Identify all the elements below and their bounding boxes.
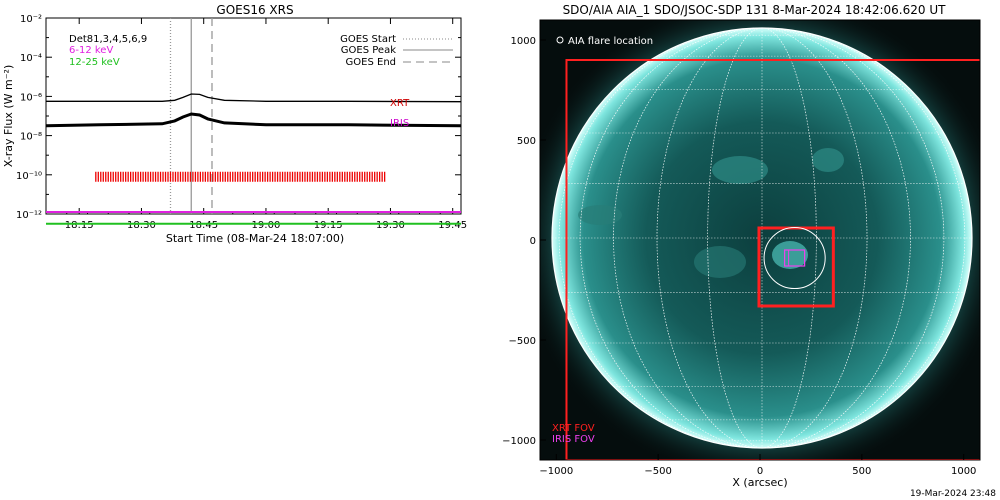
aia-title: SDO/AIA AIA_1 SDO/JSOC-SDP 131 8-Mar-202…: [563, 3, 947, 17]
goes-x-tick-label: 19:45: [438, 220, 467, 231]
xrt-target-box: [757, 226, 835, 308]
goes-y-ticks: 10⁻¹² 10⁻¹⁰ 10⁻⁸ 10⁻⁶ 10⁻⁴ 10⁻²: [16, 14, 461, 221]
aia-x-tick-label: 0: [757, 466, 763, 477]
fov-boxes: [565, 59, 980, 460]
aia-x-tick-label: −1000: [539, 466, 573, 477]
longitude-line: [613, 27, 911, 449]
active-region-1: [712, 156, 768, 184]
goes-series: [45, 93, 462, 225]
active-region-5: [772, 241, 808, 269]
aia-panel: SDO/AIA AIA_1 SDO/JSOC-SDP 131 8-Mar-202…: [502, 3, 996, 499]
flare-location-legend-icon: [556, 36, 564, 44]
active-region-3: [578, 205, 622, 225]
goes-panel: GOES16 XRS 10⁻¹² 10⁻¹⁰ 10⁻⁸ 10⁻⁶ 10⁻⁴ 10⁻² 18…: [2, 3, 467, 245]
xrt-label: XRT: [390, 98, 410, 109]
aia-y-ticks: 1000 500 0 −500 −1000: [502, 36, 546, 447]
solar-limb: [551, 27, 973, 449]
detector-flags: Det81,3,4,5,6,9: [69, 34, 147, 45]
xrt-observation-ticks: [95, 171, 386, 182]
iris-fov-label: IRIS FOV: [552, 434, 595, 445]
goes-y-tick-label: 10⁻²: [20, 14, 42, 25]
goes-y-tick-label: 10⁻⁶: [20, 92, 42, 103]
series-flux-3: [45, 112, 462, 128]
iris-fov-box: [784, 249, 806, 267]
xrt-fov-label: XRT FOV: [552, 423, 595, 434]
goes-x-tick-label: 18:15: [65, 220, 94, 231]
legend-goes-start: GOES Start: [340, 34, 396, 45]
legend-goes-peak: GOES Peak: [341, 45, 396, 56]
aia-y-tick-label: 1000: [511, 36, 536, 47]
aia-x-tick-label: −500: [644, 466, 671, 477]
xrt-fov-box: [565, 59, 980, 460]
flare-location-circle: [763, 226, 826, 290]
goes-y-tick-label: 10⁻⁸: [20, 132, 42, 143]
goes-y-axis-label: X-ray Flux (W m⁻²): [2, 65, 15, 167]
legend-low-energy: 6-12 keV: [69, 45, 113, 56]
aia-x-axis-label: X (arcsec): [732, 476, 787, 489]
active-region-2: [812, 148, 844, 172]
aia-y-tick-label: −1000: [502, 436, 536, 447]
goes-x-tick-label: 18:30: [127, 220, 156, 231]
goes-y-tick-label: 10⁻⁴: [20, 53, 42, 64]
goes-event-lines: [169, 18, 213, 214]
aia-y-tick-label: −500: [509, 336, 536, 347]
legend-goes-end: GOES End: [346, 57, 396, 68]
active-region-4: [694, 246, 746, 278]
flare-location-legend: AIA flare location: [568, 36, 653, 47]
goes-x-axis-label: Start Time (08-Mar-24 18:07:00): [166, 232, 344, 245]
goes-x-tick-label: 19:30: [376, 220, 405, 231]
aia-y-tick-label: 500: [517, 136, 536, 147]
iris-label: IRIS: [390, 118, 409, 129]
goes-x-tick-label: 19:00: [252, 220, 281, 231]
aia-x-tick-label: 500: [852, 466, 871, 477]
goes-y-tick-label: 10⁻¹²: [16, 210, 42, 221]
aia-x-ticks: −1000 −500 0 500 1000: [539, 454, 976, 477]
goes-x-tick-label: 19:15: [314, 220, 343, 231]
goes-y-tick-label: 10⁻¹⁰: [16, 171, 42, 182]
aia-y-tick-label: 0: [530, 236, 536, 247]
series-flux-2: [46, 93, 462, 103]
legend-high-energy: 12-25 keV: [69, 57, 120, 68]
timestamp: 19-Mar-2024 23:48: [910, 489, 996, 499]
goes-x-tick-label: 18:45: [189, 220, 218, 231]
goes-title: GOES16 XRS: [216, 3, 293, 17]
aia-x-tick-label: 1000: [951, 466, 976, 477]
